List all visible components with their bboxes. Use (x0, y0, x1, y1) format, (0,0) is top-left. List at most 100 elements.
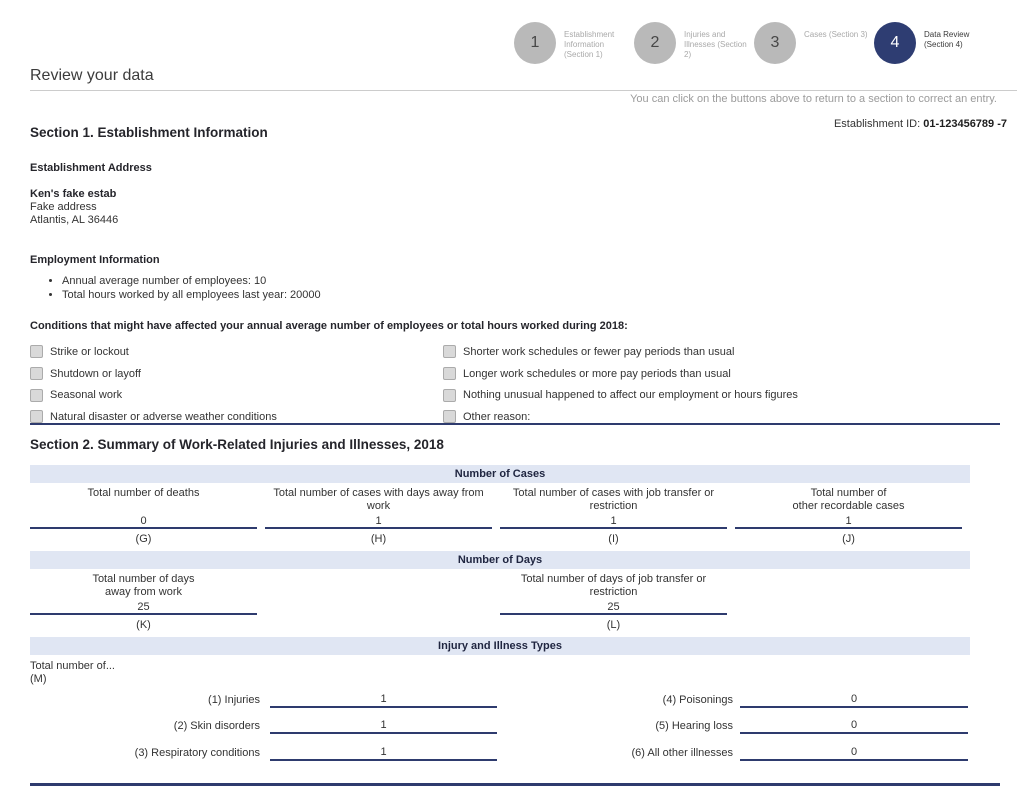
cell-value: 25 (30, 601, 257, 615)
condition-shutdown-or-layoff: Shutdown or layoff (30, 367, 443, 381)
step-1-label: Establishment Information (Section 1) (564, 30, 615, 59)
checkbox-icon (443, 367, 456, 381)
all-other-illnesses-label: (6) All other illnesses (631, 746, 734, 759)
establishment-address-block: Ken's fake estab Fake address Atlantis, … (30, 188, 118, 227)
title-divider (30, 90, 1017, 91)
cell-cases-job-transfer: Total number of cases with job transfer … (500, 487, 727, 551)
step-1-circle[interactable]: 1 (514, 22, 556, 64)
condition-other-reason: Other reason: (443, 410, 990, 424)
cell-cases-days-away: Total number of cases with days away fro… (265, 487, 492, 551)
types-code: (M) (30, 673, 47, 685)
checkbox-icon (30, 388, 43, 402)
summary-table: Number of Cases Total number of deaths 0… (30, 465, 970, 799)
cell-code: (L) (606, 619, 621, 631)
hearing-loss-value: 0 (740, 719, 968, 734)
cell-empty (265, 573, 492, 637)
checkbox-icon (443, 345, 456, 359)
condition-nothing-unusual: Nothing unusual happened to affect our e… (443, 388, 990, 402)
section-bottom-divider (30, 783, 1000, 786)
employment-information-list: Annual average number of employees: 10 T… (30, 275, 321, 302)
cell-code: (K) (136, 619, 151, 631)
step-3-circle[interactable]: 3 (754, 22, 796, 64)
respiratory-conditions-label: (3) Respiratory conditions (134, 746, 260, 759)
cell-code: (J) (842, 533, 855, 545)
section2-heading: Section 2. Summary of Work-Related Injur… (30, 437, 444, 452)
cell-code: (G) (135, 533, 152, 545)
cell-value: 0 (30, 515, 257, 529)
skin-disorders-value: 1 (270, 719, 497, 734)
condition-label: Shutdown or layoff (50, 367, 141, 380)
number-of-cases-band: Number of Cases (30, 465, 970, 483)
step-establishment-information[interactable]: 1 Establishment Information (Section 1) (514, 22, 634, 64)
poisonings-label: (4) Poisonings (662, 693, 733, 706)
condition-longer-schedules: Longer work schedules or more pay period… (443, 367, 990, 381)
section2-top-divider (30, 423, 1000, 425)
checkbox-icon (443, 410, 456, 424)
establishment-id-value: 01-123456789 -7 (923, 118, 1007, 130)
cell-code: (I) (608, 533, 619, 545)
section1-heading: Section 1. Establishment Information (30, 125, 268, 140)
hours-worked-item: Total hours worked by all employees last… (62, 289, 321, 303)
cell-label: Total number of days away from work (92, 573, 195, 598)
checkbox-icon (30, 410, 43, 424)
employment-information-heading: Employment Information (30, 254, 160, 266)
checkbox-icon (30, 367, 43, 381)
step-2-label: Injuries and Illnesses (Section 2) (684, 30, 747, 59)
wizard-stepper: 1 Establishment Information (Section 1) … (514, 22, 994, 64)
conditions-heading: Conditions that might have affected your… (30, 320, 628, 332)
skin-disorders-label: (2) Skin disorders (173, 720, 260, 732)
hearing-loss-label: (5) Hearing loss (655, 720, 733, 732)
cell-value: 1 (735, 515, 962, 529)
establishment-id: Establishment ID: 01-123456789 -7 (834, 118, 1007, 130)
poisonings-value: 0 (740, 693, 968, 708)
condition-shorter-schedules: Shorter work schedules or fewer pay peri… (443, 345, 990, 359)
step-4-circle[interactable]: 4 (874, 22, 916, 64)
types-grid: (1) Injuries 1 (4) Poisonings 0 (2) Skin… (30, 681, 968, 761)
step-data-review[interactable]: 4 Data Review (Section 4) (874, 22, 994, 64)
step-cases[interactable]: 3 Cases (Section 3) (754, 22, 874, 64)
cell-label: Total number of other recordable cases (792, 487, 905, 512)
cell-label: Total number of cases with job transfer … (512, 487, 715, 512)
step-2-circle[interactable]: 2 (634, 22, 676, 64)
step-injuries-illnesses[interactable]: 2 Injuries and Illnesses (Section 2) (634, 22, 754, 64)
injury-illness-types-band: Injury and Illness Types (30, 637, 970, 655)
conditions-checkbox-grid: Strike or lockout Shorter work schedules… (30, 341, 990, 428)
address-line-1: Fake address (30, 201, 97, 213)
condition-label: Longer work schedules or more pay period… (463, 367, 731, 380)
cell-other-recordable: Total number of other recordable cases 1… (735, 487, 962, 551)
cell-label: Total number of days of job transfer or … (520, 573, 707, 598)
checkbox-icon (30, 345, 43, 359)
cell-value: 1 (265, 515, 492, 529)
cell-days-away: Total number of days away from work 25 (… (30, 573, 257, 637)
condition-label: Natural disaster or adverse weather cond… (50, 410, 277, 423)
checkbox-icon (443, 388, 456, 402)
cell-label: Total number of deaths (87, 487, 200, 499)
establishment-name: Ken's fake estab (30, 188, 117, 200)
cell-code: (H) (370, 533, 387, 545)
employees-count-item: Annual average number of employees: 10 (62, 275, 321, 289)
cell-label: Total number of cases with days away fro… (273, 487, 484, 512)
stepper-hint-text: You can click on the buttons above to re… (630, 93, 997, 105)
types-intro-text: Total number of... (30, 660, 115, 672)
condition-label: Seasonal work (50, 389, 123, 402)
cell-total-deaths: Total number of deaths 0 (G) (30, 487, 257, 551)
condition-seasonal-work: Seasonal work (30, 388, 443, 402)
condition-label: Strike or lockout (50, 345, 129, 358)
cell-days-job-transfer: Total number of days of job transfer or … (500, 573, 727, 637)
types-intro: Total number of... (M) (30, 660, 115, 686)
condition-strike-or-lockout: Strike or lockout (30, 345, 443, 359)
condition-label: Nothing unusual happened to affect our e… (463, 389, 798, 402)
step-3-label: Cases (Section 3) (804, 30, 868, 39)
all-other-illnesses-value: 0 (740, 746, 968, 761)
respiratory-conditions-value: 1 (270, 746, 497, 761)
establishment-id-label: Establishment ID: (833, 118, 921, 130)
page-title: Review your data (30, 67, 154, 84)
injuries-label: (1) Injuries (208, 693, 260, 706)
injuries-value: 1 (270, 693, 497, 708)
condition-label: Other reason: (463, 410, 531, 423)
condition-natural-disaster: Natural disaster or adverse weather cond… (30, 410, 443, 424)
number-of-cases-row: Total number of deaths 0 (G) Total numbe… (30, 483, 970, 551)
number-of-days-row: Total number of days away from work 25 (… (30, 569, 970, 637)
cell-empty (735, 573, 962, 637)
establishment-address-heading: Establishment Address (30, 162, 152, 174)
